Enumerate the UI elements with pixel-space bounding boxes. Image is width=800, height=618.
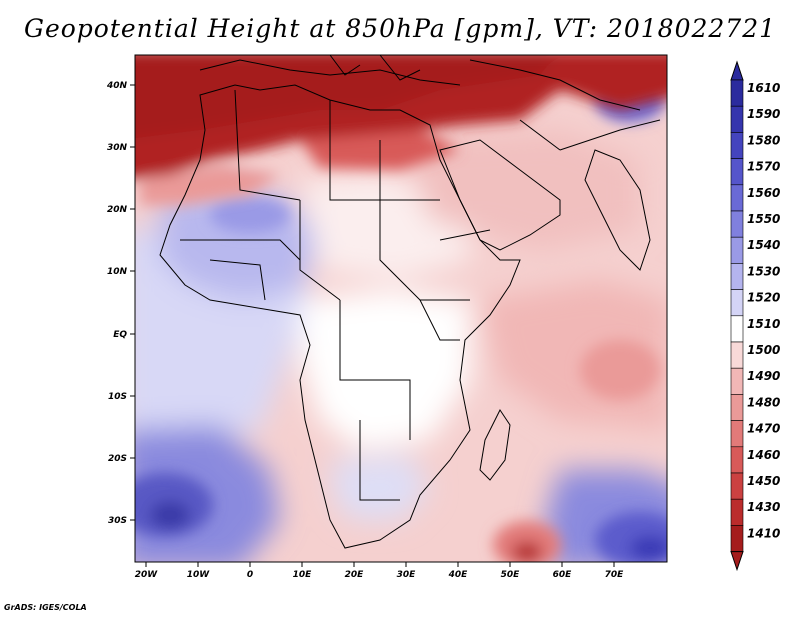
colorbar-swatch: [730, 525, 744, 552]
colorbar-label: 1610: [747, 81, 780, 95]
colorbar-label: 1410: [747, 526, 780, 540]
lon-label: 20E: [345, 570, 365, 580]
colorbar-label: 1520: [747, 291, 780, 305]
colorbar-label: 1460: [747, 448, 780, 462]
credit-text: GrADS: IGES/COLA: [4, 603, 87, 612]
lat-label: 20N: [107, 205, 128, 215]
colorbar-label: 1580: [747, 133, 780, 147]
lat-label: 10S: [108, 392, 127, 402]
colorbar-swatch: [730, 394, 744, 421]
height-field: [135, 55, 667, 562]
lat-label: 10N: [107, 267, 128, 277]
colorbar-swatch: [730, 367, 744, 395]
lat-label: EQ: [113, 330, 127, 340]
lon-label: 10W: [187, 570, 211, 580]
lat-axis: 40N 30N 20N 10N EQ 10S 20S 30S: [106, 81, 135, 526]
colorbar-swatch: [730, 184, 744, 212]
colorbar-label: 1500: [747, 343, 780, 357]
colorbar-top-triangle: [730, 60, 744, 81]
colorbar-label: 1430: [747, 500, 780, 514]
colorbar-swatch: [730, 498, 744, 526]
colorbar-swatch: [730, 289, 744, 317]
lon-label: 20W: [135, 570, 159, 580]
colorbar-swatch: [730, 315, 744, 343]
colorbar-swatch: [730, 341, 744, 369]
colorbar: 1610 1590 1580 1570 1560 1550 1540 1530 1520 1510…: [730, 60, 780, 572]
colorbar-swatch: [730, 105, 744, 133]
lon-label: 60E: [553, 570, 573, 580]
colorbar-swatch: [730, 446, 744, 474]
colorbar-label: 1480: [747, 395, 780, 409]
lat-label: 40N: [106, 81, 128, 91]
colorbar-swatch: [730, 472, 744, 500]
map-title: Geopotential Height at 850hPa [gpm], VT:…: [23, 14, 777, 43]
colorbar-label: 1570: [747, 160, 780, 174]
lon-label: 70E: [605, 570, 625, 580]
colorbar-swatch: [730, 263, 744, 290]
colorbar-label: 1550: [747, 212, 780, 226]
colorbar-label: 1540: [747, 238, 780, 252]
colorbar-swatch: [730, 79, 744, 107]
colorbar-label: 1490: [747, 369, 780, 383]
lat-label: 30S: [108, 516, 127, 526]
coastlines: [159, 55, 661, 549]
colorbar-label: 1510: [747, 317, 780, 331]
lon-label: 10E: [293, 570, 313, 580]
colorbar-label: 1560: [747, 186, 780, 200]
colorbar-swatch: [730, 158, 744, 186]
colorbar-swatch: [730, 210, 744, 238]
colorbar-label: 1590: [747, 107, 780, 121]
lon-axis: 20W 10W 0 10E 20E 30E 40E 50E 60E 70E: [135, 562, 624, 580]
lat-label: 30N: [107, 143, 128, 153]
lat-label: 20S: [108, 454, 127, 464]
colorbar-swatch: [730, 420, 744, 448]
colorbar-label: 1470: [747, 422, 780, 436]
colorbar-swatch: [730, 132, 744, 159]
colorbar-label: 1450: [747, 474, 780, 488]
map-frame: [134, 54, 668, 563]
colorbar-bottom-triangle: [730, 551, 744, 572]
colorbar-label: 1530: [747, 264, 780, 278]
lon-label: 40E: [448, 570, 469, 580]
lon-label: 50E: [501, 570, 521, 580]
lon-label: 30E: [397, 570, 417, 580]
lon-label: 0: [247, 570, 253, 580]
colorbar-swatch: [730, 236, 744, 264]
